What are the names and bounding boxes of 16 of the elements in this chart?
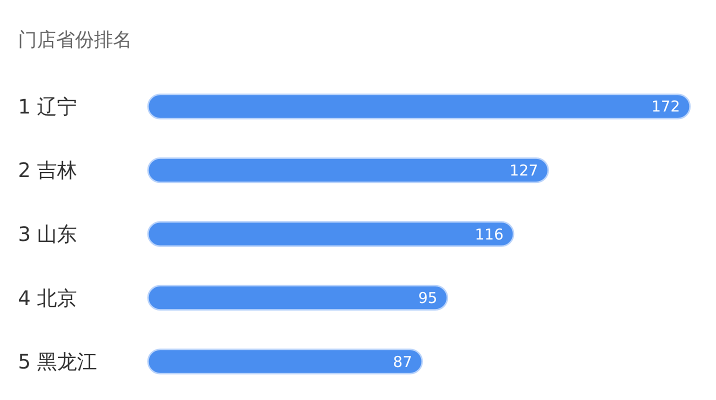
bar bbox=[147, 157, 549, 184]
bar bbox=[147, 221, 514, 247]
y-tick-label: 5 黑龙江 bbox=[18, 350, 98, 374]
bar bbox=[147, 284, 448, 311]
data-label: 116 bbox=[474, 225, 504, 244]
data-label: 127 bbox=[510, 161, 538, 180]
bar bbox=[147, 348, 423, 374]
chart-title: 门店省份排名 bbox=[18, 29, 132, 51]
data-label: 172 bbox=[651, 98, 680, 116]
y-tick-label: 1 辽宁 bbox=[18, 94, 78, 118]
y-tick-label: 2 吉林 bbox=[18, 158, 78, 182]
bar bbox=[147, 94, 691, 120]
data-label: 87 bbox=[393, 352, 412, 371]
y-tick-label: 3 山东 bbox=[18, 222, 78, 246]
data-label: 95 bbox=[418, 289, 438, 308]
y-tick-label: 4 北京 bbox=[18, 286, 78, 310]
